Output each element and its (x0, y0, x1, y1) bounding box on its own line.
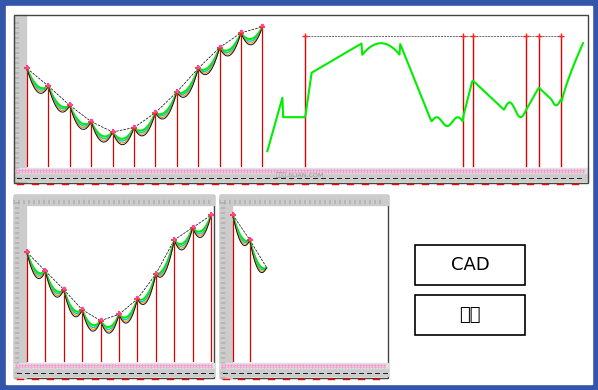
Bar (415, 245, 525, 285)
Bar (14, 368, 214, 376)
Bar (220, 195, 388, 205)
Bar (14, 195, 26, 378)
Bar (14, 363, 214, 368)
Bar (14, 15, 26, 183)
Text: 配网: 配网 (459, 306, 481, 324)
Bar (220, 363, 388, 368)
Bar (14, 173, 588, 181)
Bar (220, 195, 232, 378)
Text: 三联网.SLIAN.COM: 三联网.SLIAN.COM (276, 172, 324, 178)
Bar (14, 15, 588, 183)
Bar (14, 195, 214, 205)
Bar (220, 195, 388, 378)
Bar (415, 295, 525, 335)
Bar (220, 368, 388, 376)
Bar (14, 168, 588, 173)
Text: CAD: CAD (451, 256, 489, 274)
Bar (14, 195, 214, 378)
Bar (14, 15, 588, 183)
